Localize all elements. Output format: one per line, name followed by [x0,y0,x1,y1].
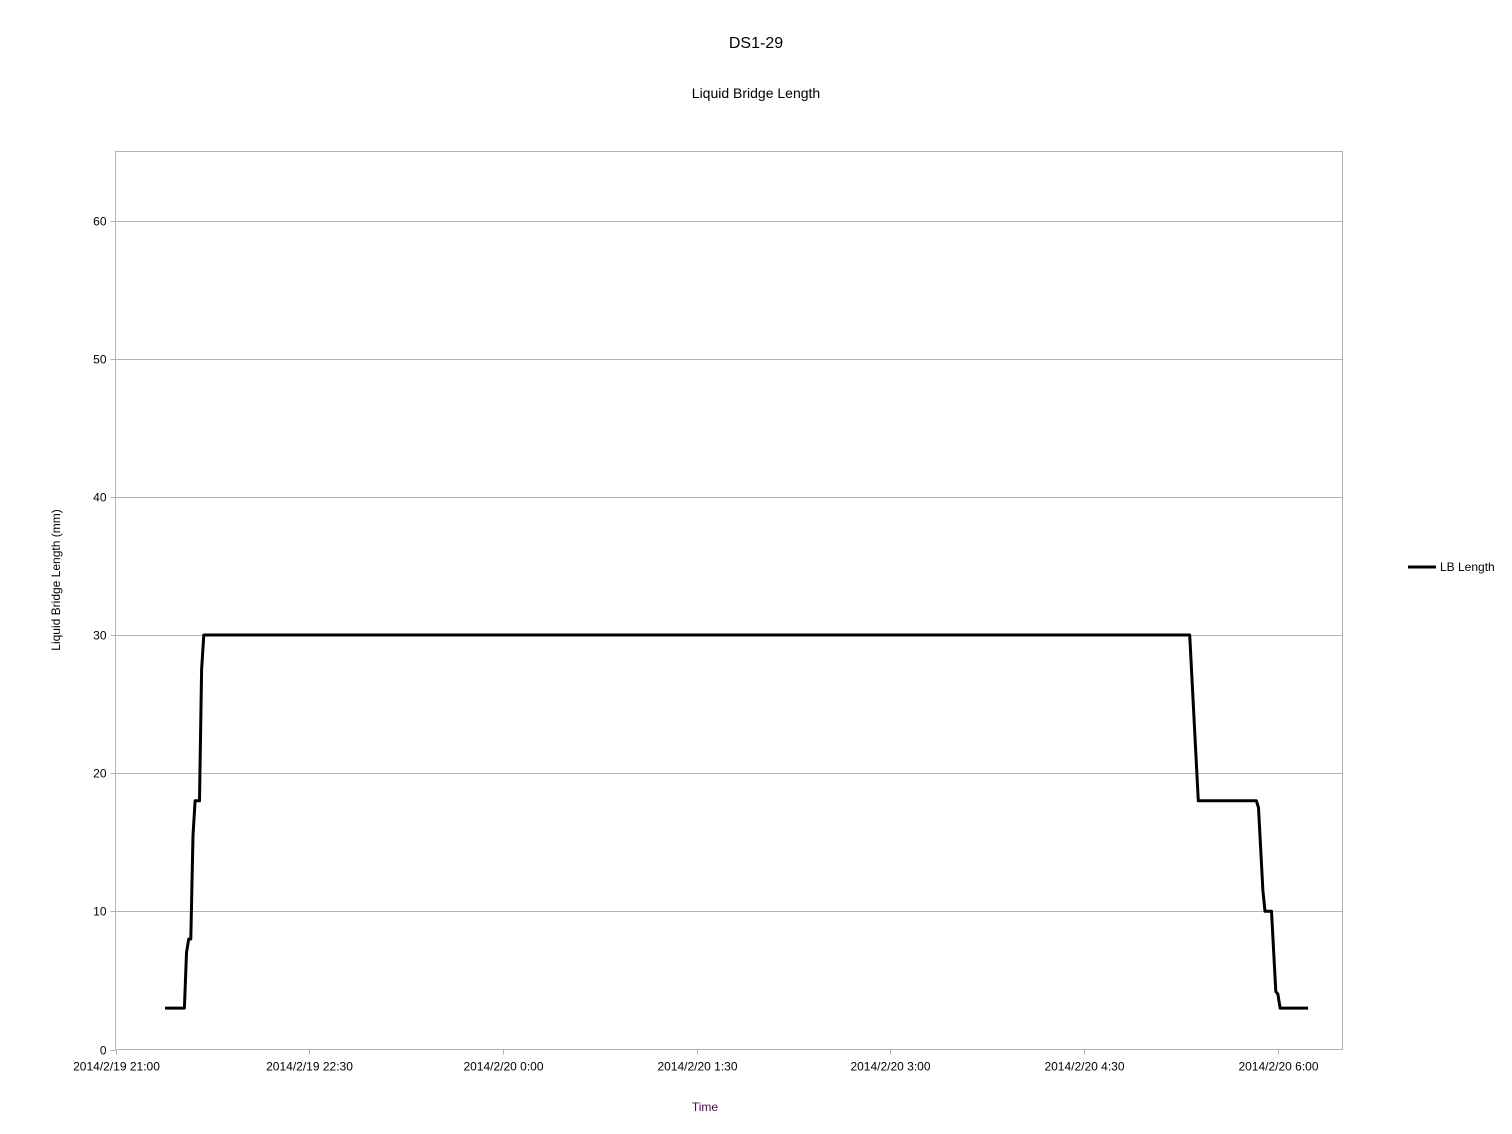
y-tick-label: 30 [93,629,107,643]
y-tick-label: 20 [93,767,107,781]
x-tick-label: 2014/2/20 4:30 [1044,1060,1124,1074]
series-group [165,633,1309,1010]
y-tick-label: 50 [93,353,107,367]
x-axis: 2014/2/19 21:00 2014/2/19 22:30 2014/2/20 … [73,1049,1319,1074]
x-tick-label: 2014/2/20 6:00 [1238,1060,1318,1074]
y-tick-label: 40 [93,491,107,505]
chart-title: DS1-29 [729,35,783,52]
y-tick-label: 10 [93,905,107,919]
chart-subtitle: Liquid Bridge Length [692,85,820,101]
x-tick-label: 2014/2/20 3:00 [850,1060,930,1074]
x-tick-label: 2014/2/20 1:30 [657,1060,737,1074]
y-axis-label: Liquid Bridge Length (mm) [49,509,63,650]
x-tick-label: 2014/2/19 21:00 [73,1060,160,1074]
y-tick-label: 60 [93,215,107,229]
legend: LB Length [1408,560,1495,574]
plot-area [115,151,1343,1050]
legend-label: LB Length [1440,560,1495,574]
x-tick-label: 2014/2/19 22:30 [266,1060,353,1074]
x-tick-label: 2014/2/20 0:00 [463,1060,543,1074]
x-axis-label: Time [692,1100,719,1114]
y-axis: 0 10 20 30 40 50 60 [93,215,116,1058]
y-tick-label: 0 [100,1044,107,1058]
series-line [165,633,1309,1010]
